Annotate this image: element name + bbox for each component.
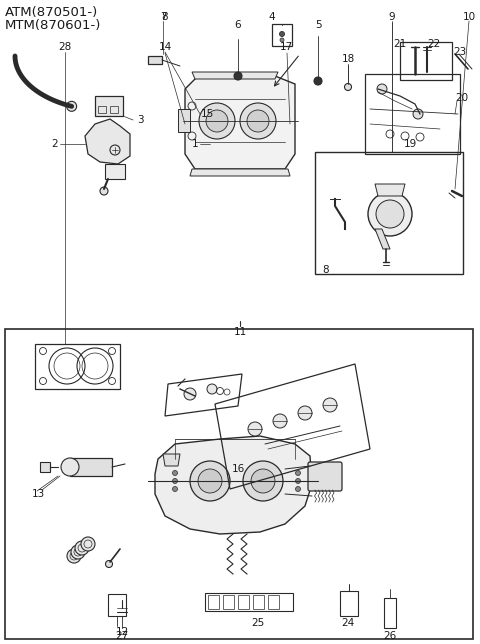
Text: ATM(870501-): ATM(870501-) — [5, 6, 98, 19]
Circle shape — [206, 110, 228, 132]
Circle shape — [247, 110, 269, 132]
Circle shape — [377, 84, 387, 94]
Text: 6: 6 — [235, 20, 241, 30]
Text: 26: 26 — [384, 631, 396, 641]
Polygon shape — [192, 72, 278, 79]
Circle shape — [172, 486, 178, 491]
Bar — [95, 96, 123, 116]
Text: 5: 5 — [315, 20, 321, 30]
Text: 23: 23 — [454, 47, 467, 57]
Text: 11: 11 — [233, 327, 247, 337]
Circle shape — [314, 77, 322, 85]
Circle shape — [71, 545, 85, 559]
Circle shape — [368, 192, 412, 236]
Polygon shape — [190, 169, 290, 176]
Text: 16: 16 — [231, 464, 245, 474]
Circle shape — [273, 414, 287, 428]
Text: 28: 28 — [59, 42, 72, 52]
Bar — [98, 106, 106, 113]
Circle shape — [172, 471, 178, 475]
Polygon shape — [105, 164, 125, 179]
Circle shape — [251, 469, 275, 493]
Bar — [400, 42, 452, 80]
Text: 1: 1 — [192, 139, 198, 149]
Bar — [315, 152, 463, 274]
Circle shape — [279, 32, 285, 37]
Text: 8: 8 — [322, 265, 329, 275]
Circle shape — [243, 461, 283, 501]
Circle shape — [190, 461, 230, 501]
Text: 27: 27 — [115, 631, 129, 641]
Polygon shape — [85, 119, 130, 164]
Text: 15: 15 — [200, 109, 214, 119]
Bar — [108, 594, 126, 616]
Bar — [205, 593, 293, 611]
Circle shape — [413, 109, 423, 119]
Text: 24: 24 — [341, 618, 355, 628]
Text: 22: 22 — [427, 39, 441, 49]
Circle shape — [280, 38, 284, 42]
Text: 4: 4 — [269, 12, 276, 22]
Circle shape — [106, 560, 112, 567]
Bar — [70, 458, 112, 476]
Text: 25: 25 — [252, 618, 264, 628]
Text: 17: 17 — [279, 42, 293, 52]
Polygon shape — [375, 229, 390, 249]
Circle shape — [100, 187, 108, 195]
Polygon shape — [163, 454, 180, 466]
Text: 19: 19 — [403, 139, 417, 149]
Circle shape — [61, 458, 79, 476]
Text: 20: 20 — [456, 93, 468, 103]
Polygon shape — [375, 184, 405, 196]
Circle shape — [234, 72, 242, 80]
Circle shape — [199, 103, 235, 139]
Bar — [253, 595, 264, 609]
Text: 2: 2 — [52, 139, 58, 149]
Polygon shape — [178, 109, 190, 132]
Text: 9: 9 — [389, 12, 396, 22]
Circle shape — [345, 84, 351, 91]
Circle shape — [184, 388, 196, 400]
Text: 8: 8 — [162, 12, 168, 22]
Bar — [40, 462, 50, 472]
Bar — [148, 56, 162, 64]
Circle shape — [248, 422, 262, 436]
Polygon shape — [185, 74, 295, 169]
Text: MTM(870601-): MTM(870601-) — [5, 19, 101, 32]
Bar — [365, 74, 460, 154]
Circle shape — [75, 541, 89, 555]
Bar — [268, 595, 279, 609]
Text: 21: 21 — [394, 39, 407, 49]
Circle shape — [240, 103, 276, 139]
Text: 14: 14 — [158, 42, 172, 52]
Circle shape — [172, 478, 178, 484]
Text: 7: 7 — [160, 12, 166, 22]
Text: 13: 13 — [31, 489, 45, 499]
Polygon shape — [155, 436, 312, 534]
Circle shape — [323, 398, 337, 412]
Text: 18: 18 — [341, 54, 355, 64]
Text: 10: 10 — [462, 12, 476, 22]
FancyBboxPatch shape — [308, 462, 342, 491]
Bar — [384, 598, 396, 628]
Text: 3: 3 — [137, 115, 144, 125]
Bar — [5, 329, 473, 639]
Circle shape — [296, 478, 300, 484]
Bar — [223, 595, 234, 609]
Bar — [208, 595, 219, 609]
Circle shape — [376, 200, 404, 228]
Bar — [340, 591, 358, 616]
Bar — [238, 595, 249, 609]
Bar — [272, 24, 292, 46]
Circle shape — [207, 384, 217, 394]
Circle shape — [298, 406, 312, 420]
Circle shape — [296, 471, 300, 475]
Circle shape — [81, 537, 95, 551]
Circle shape — [296, 486, 300, 491]
Bar — [110, 106, 118, 113]
Text: 12: 12 — [115, 627, 129, 637]
Circle shape — [67, 549, 81, 563]
Circle shape — [67, 101, 77, 111]
Circle shape — [198, 469, 222, 493]
